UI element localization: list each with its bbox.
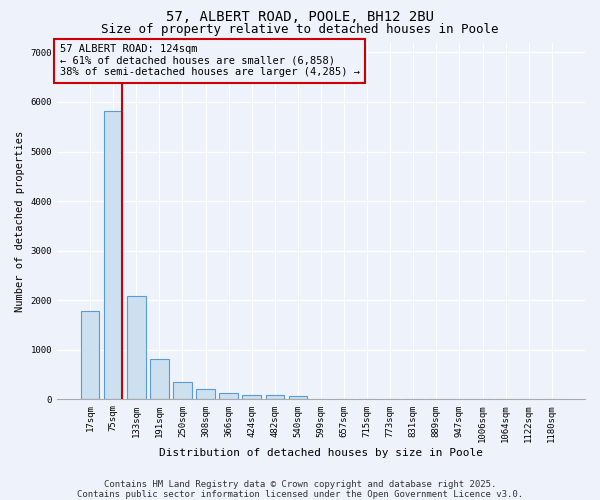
Bar (289, 396, 307, 400)
Text: 57 ALBERT ROAD: 124sqm
← 61% of detached houses are smaller (6,858)
38% of semi-: 57 ALBERT ROAD: 124sqm ← 61% of detached… (59, 44, 359, 78)
Bar (242, 395, 261, 400)
Text: Contains public sector information licensed under the Open Government Licence v3: Contains public sector information licen… (77, 490, 523, 499)
Bar (127, 296, 146, 400)
Text: 57, ALBERT ROAD, POOLE, BH12 2BU: 57, ALBERT ROAD, POOLE, BH12 2BU (166, 10, 434, 24)
Bar (150, 359, 169, 400)
Bar (104, 111, 122, 400)
X-axis label: Distribution of detached houses by size in Poole: Distribution of detached houses by size … (159, 448, 483, 458)
Bar (196, 388, 215, 400)
Text: Size of property relative to detached houses in Poole: Size of property relative to detached ho… (101, 22, 499, 36)
Bar (220, 393, 238, 400)
Y-axis label: Number of detached properties: Number of detached properties (15, 130, 25, 312)
Bar (173, 382, 192, 400)
Bar (81, 311, 100, 400)
Text: Contains HM Land Registry data © Crown copyright and database right 2025.: Contains HM Land Registry data © Crown c… (104, 480, 496, 489)
Bar (266, 395, 284, 400)
